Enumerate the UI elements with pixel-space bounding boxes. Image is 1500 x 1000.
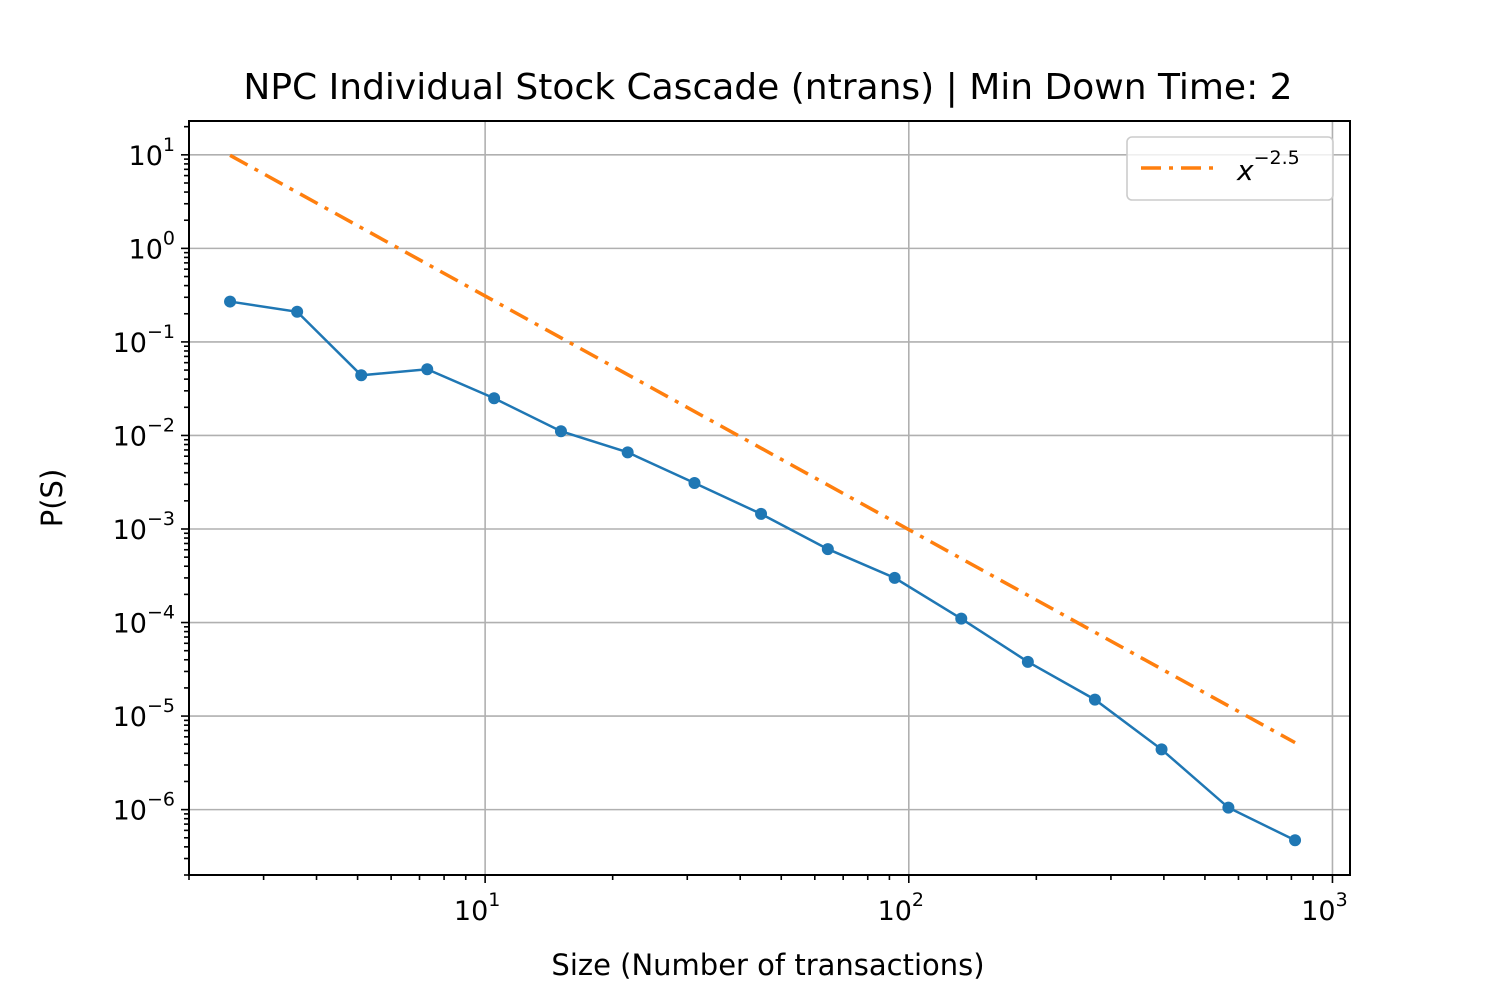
x-tick-base: 10 [878,896,912,927]
y-tick-exponent: −6 [147,789,175,811]
y-tick-exponent: −3 [147,508,175,530]
data-point [421,363,434,376]
data-point [355,369,368,382]
legend-label-base: x [1236,154,1254,187]
data-point [1155,743,1168,756]
x-tick-exponent: 2 [912,889,924,911]
x-tick-base: 10 [454,896,488,927]
y-tick-base: 10 [113,328,147,359]
x-tick-label: 103 [1301,889,1347,927]
plot-frame [188,120,1351,876]
y-axis-label: P(S) [35,469,69,528]
data-point [291,305,304,318]
data-point [955,612,968,625]
data-point [755,507,768,520]
y-tick-base: 10 [129,234,163,265]
legend-label-power-law: x−2.5 [1236,147,1300,187]
data-point [688,477,701,490]
y-tick-exponent: −1 [147,321,175,343]
x-tick-label: 101 [454,889,500,927]
y-tick-exponent: 0 [163,227,175,249]
y-tick-label: 10−3 [113,508,175,546]
y-tick-base: 10 [113,421,147,452]
y-tick-exponent: −4 [147,602,175,624]
legend-box [1126,136,1334,201]
data-point [1289,834,1302,847]
data-point [1088,693,1101,706]
data-point [488,392,501,405]
y-tick-label: 10−2 [113,414,175,452]
legend-label-exponent: −2.5 [1254,147,1300,169]
minor-ticks [184,125,1314,880]
tick-marks [181,154,1334,883]
y-tick-exponent: −2 [147,414,175,436]
data-point [821,543,834,556]
y-tick-base: 10 [113,796,147,827]
series-line-power-law [229,153,1296,745]
data-point [888,571,901,584]
y-tick-label: 100 [129,227,175,265]
y-tick-exponent: 1 [163,134,175,156]
legend: x−2.5 [1126,136,1334,201]
y-tick-exponent: −5 [147,695,175,717]
x-axis-label: Size (Number of transactions) [551,948,984,982]
data-point [621,446,634,459]
data-point [554,425,567,438]
y-tick-label: 10−6 [113,789,175,827]
y-tick-label: 10−1 [113,321,175,359]
y-tick-base: 10 [113,609,147,640]
x-tick-label: 102 [878,889,924,927]
y-tick-label: 10−5 [113,695,175,733]
series-layer [224,153,1302,847]
grid-lines [189,121,1350,875]
x-tick-labels: 101 102 103 [454,889,1348,927]
x-tick-exponent: 3 [1336,889,1348,911]
y-tick-base: 10 [129,141,163,172]
data-point [1222,801,1235,814]
y-tick-label: 10−4 [113,602,175,640]
y-tick-base: 10 [113,702,147,733]
y-tick-label: 101 [129,134,175,172]
x-tick-base: 10 [1301,896,1335,927]
series-line-data [229,300,1296,842]
data-point [224,295,237,308]
chart-title: NPC Individual Stock Cascade (ntrans) | … [243,67,1292,108]
y-tick-base: 10 [113,515,147,546]
data-point [1021,655,1034,668]
x-tick-exponent: 1 [488,889,500,911]
